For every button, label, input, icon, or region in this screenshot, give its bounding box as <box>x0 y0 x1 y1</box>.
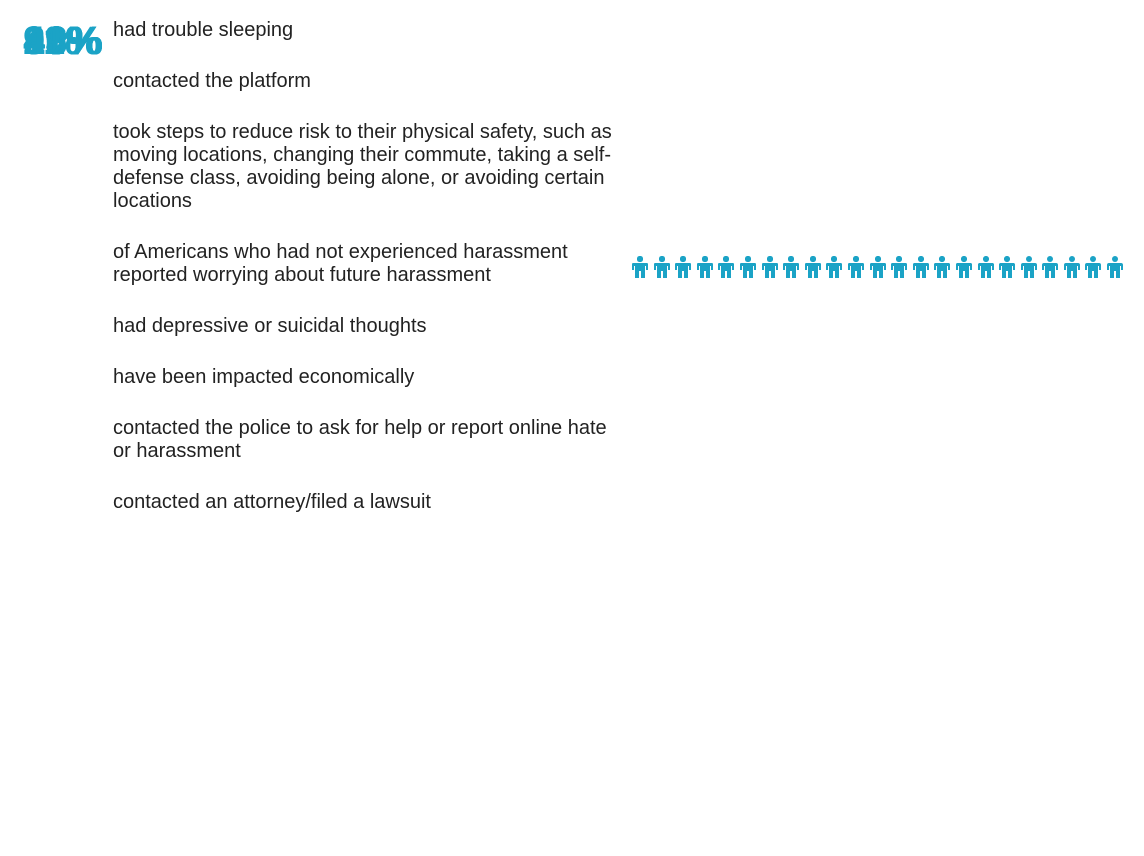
percent-label: 16% <box>23 19 104 63</box>
percent-label: 23% <box>23 19 104 63</box>
row: 9% have been impacted economically <box>5 19 838 403</box>
row-label: contacted the platform <box>113 70 311 92</box>
person-icon <box>632 255 648 278</box>
row-label: had depressive or suicidal thoughts <box>113 315 427 337</box>
percent-label: 9% <box>23 19 81 63</box>
person-icon <box>1042 255 1059 278</box>
person-icon <box>955 255 972 278</box>
percent-label: 18% <box>23 19 104 63</box>
row-label: of Americans who had not experienced har… <box>113 241 568 286</box>
person-icon <box>847 255 864 278</box>
person-icon <box>1107 255 1124 278</box>
row: 11% had depressive or suicidal thoughts <box>5 19 882 352</box>
row-label: contacted an attorney/filed a lawsuit <box>113 491 431 513</box>
percent-label: 8% <box>23 19 81 63</box>
person-icon <box>1063 255 1080 278</box>
person-icon <box>977 255 994 278</box>
row: 16% took steps to reduce risk to their ph… <box>5 19 990 278</box>
row-label: had trouble sleeping <box>113 19 294 41</box>
person-icon <box>1085 255 1102 278</box>
row: 4% contacted an attorney/filed a lawsuit <box>5 19 730 528</box>
person-icon <box>912 255 929 278</box>
row-label: have been impacted economically <box>113 366 415 388</box>
row: 8% contacted the police to ask for help o… <box>5 19 817 477</box>
person-icon <box>804 255 821 278</box>
row-label: took steps to reduce risk to their physi… <box>113 121 612 212</box>
percent-label: 11% <box>23 19 101 63</box>
person-icon <box>999 255 1016 278</box>
person-icon <box>675 255 692 278</box>
person-icon <box>1020 255 1037 278</box>
person-icon <box>783 255 800 278</box>
person-icon <box>653 255 670 278</box>
person-icon <box>696 255 713 278</box>
row: 18% contacted the platform <box>5 19 1033 278</box>
row: 23% had trouble sleeping <box>5 5 1141 278</box>
person-icon <box>739 255 756 278</box>
pictogram-chart: 23% had trouble sleeping 18% contacted the … <box>5 5 1141 528</box>
person-icon <box>891 255 908 278</box>
percent-label: 13% <box>23 19 104 63</box>
icon-group <box>632 255 718 278</box>
person-icon <box>761 255 778 278</box>
person-icon <box>718 255 735 278</box>
person-icon <box>869 255 886 278</box>
person-icon <box>934 255 951 278</box>
person-icon <box>826 255 843 278</box>
percent-label: 4% <box>23 19 81 63</box>
row-label: contacted the police to ask for help or … <box>113 417 607 462</box>
